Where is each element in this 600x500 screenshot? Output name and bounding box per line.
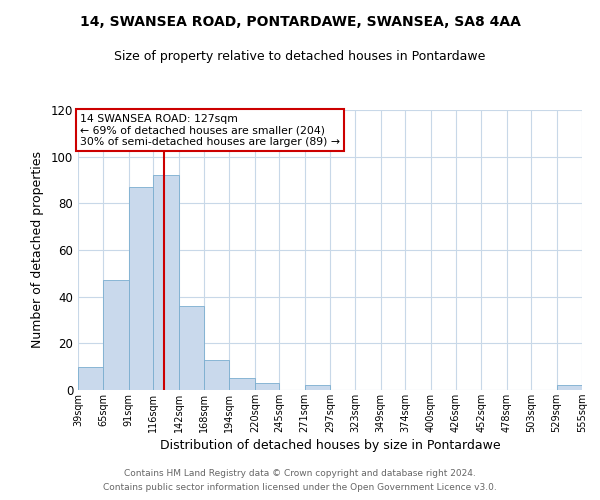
- Y-axis label: Number of detached properties: Number of detached properties: [31, 152, 44, 348]
- Bar: [179, 306, 204, 390]
- Text: 14 SWANSEA ROAD: 127sqm
← 69% of detached houses are smaller (204)
30% of semi-d: 14 SWANSEA ROAD: 127sqm ← 69% of detache…: [80, 114, 340, 146]
- Text: Size of property relative to detached houses in Pontardawe: Size of property relative to detached ho…: [115, 50, 485, 63]
- Text: Contains HM Land Registry data © Crown copyright and database right 2024.: Contains HM Land Registry data © Crown c…: [124, 468, 476, 477]
- Bar: [557, 386, 582, 390]
- Bar: [153, 176, 179, 390]
- Bar: [129, 187, 153, 390]
- Bar: [255, 383, 279, 390]
- Bar: [305, 386, 330, 390]
- Bar: [103, 280, 129, 390]
- Bar: [78, 366, 103, 390]
- Bar: [204, 360, 229, 390]
- X-axis label: Distribution of detached houses by size in Pontardawe: Distribution of detached houses by size …: [160, 439, 500, 452]
- Text: Contains public sector information licensed under the Open Government Licence v3: Contains public sector information licen…: [103, 484, 497, 492]
- Text: 14, SWANSEA ROAD, PONTARDAWE, SWANSEA, SA8 4AA: 14, SWANSEA ROAD, PONTARDAWE, SWANSEA, S…: [80, 15, 520, 29]
- Bar: [229, 378, 255, 390]
